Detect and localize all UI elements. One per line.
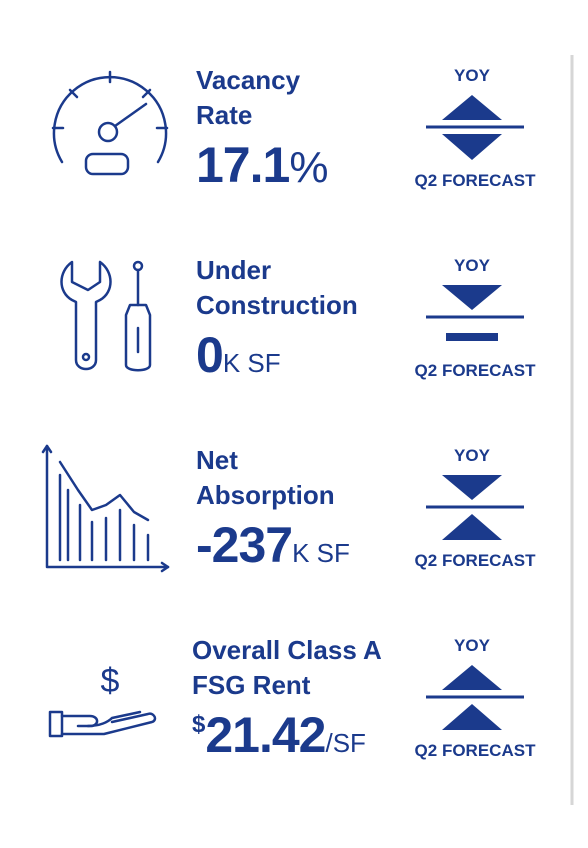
metric-label: Under (196, 255, 271, 285)
tools-icon (60, 260, 152, 372)
chart-icon (41, 444, 170, 573)
metric-value: 17.1% (196, 137, 328, 193)
metric-label: Absorption (196, 480, 335, 510)
value-number: 0 (196, 327, 223, 383)
trend-down (442, 285, 502, 310)
trend-up (442, 704, 502, 730)
metric-value: 0K SF (196, 327, 281, 383)
value-unit: % (289, 143, 328, 192)
trend-up (442, 665, 502, 690)
yoy-label: YOY (454, 256, 491, 275)
gauge-icon (51, 70, 169, 176)
metric-label: Overall Class A (192, 635, 382, 665)
metric-value: $21.42/SF (192, 707, 366, 763)
yoy-label: YOY (454, 66, 491, 85)
hand-icon: $ (48, 662, 157, 738)
trend-flat (446, 333, 498, 341)
metric-label: FSG Rent (192, 670, 311, 700)
forecast-label: Q2 FORECAST (415, 551, 537, 570)
metric-label: Net (196, 445, 238, 475)
yoy-label: YOY (454, 446, 491, 465)
value-unit: /SF (325, 728, 365, 758)
metric-label: Vacancy (196, 65, 301, 95)
trend-down (442, 134, 502, 160)
metric-value: -237K SF (196, 517, 350, 573)
trend-down (442, 475, 502, 500)
forecast-label: Q2 FORECAST (415, 171, 537, 190)
value-number: -237 (196, 517, 292, 573)
trend-up (442, 514, 502, 540)
forecast-label: Q2 FORECAST (415, 741, 537, 760)
value-number: 21.42 (205, 707, 325, 763)
metric-label: Construction (196, 290, 358, 320)
metric-label: Rate (196, 100, 252, 130)
value-prefix: $ (192, 711, 206, 738)
value-unit: K SF (223, 348, 281, 378)
yoy-label: YOY (454, 636, 491, 655)
value-unit: K SF (292, 538, 350, 568)
dollar-icon: $ (101, 662, 120, 700)
forecast-label: Q2 FORECAST (415, 361, 537, 380)
trend-up (442, 95, 502, 120)
value-number: 17.1 (196, 137, 290, 193)
